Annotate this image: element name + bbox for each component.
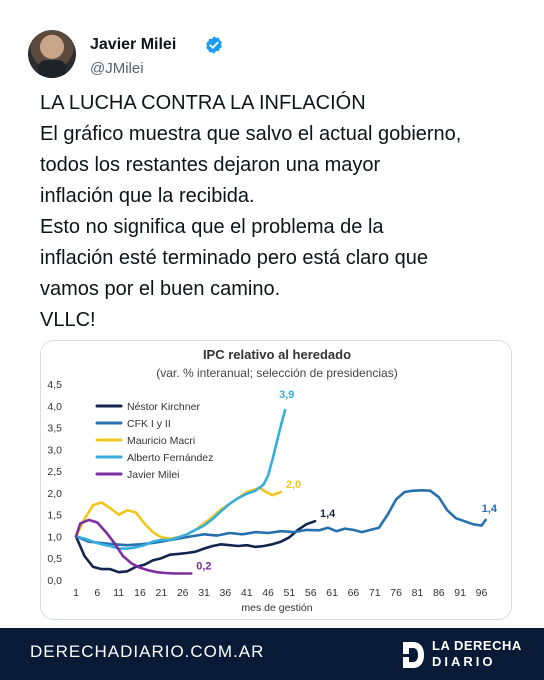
author-name[interactable]: Javier Milei — [90, 36, 177, 53]
legend-label: Mauricio Macri — [127, 435, 195, 447]
x-tick-label: 16 — [134, 587, 146, 599]
x-tick-label: 11 — [113, 587, 124, 599]
inflation-line-chart: IPC relativo al heredado (var. % interanu… — [47, 347, 498, 614]
y-tick-label: 2,5 — [47, 466, 62, 478]
x-tick-label: 26 — [177, 587, 189, 599]
x-axis-label: mes de gestión — [241, 602, 312, 614]
series-line — [74, 519, 317, 574]
x-tick-label: 66 — [348, 587, 360, 599]
x-tick-label: 56 — [305, 587, 317, 599]
brand-d-icon — [400, 642, 424, 668]
series-line — [74, 518, 193, 575]
post-line: todos los restantes dejaron una mayor — [40, 154, 381, 176]
brand-name-top: LA DERECHA — [432, 638, 522, 653]
legend-label: Alberto Fernández — [127, 452, 213, 464]
avatar[interactable] — [28, 30, 76, 78]
x-tick-label: 41 — [241, 587, 253, 599]
x-tick-label: 76 — [390, 587, 402, 599]
y-tick-label: 0,0 — [47, 575, 62, 587]
post-line: LA LUCHA CONTRA LA INFLACIÓN — [40, 92, 366, 114]
x-tick-label: 61 — [326, 587, 338, 599]
series-end-label: 1,4 — [482, 503, 498, 515]
series-line — [74, 489, 487, 547]
y-tick-label: 3,0 — [47, 444, 62, 456]
y-tick-label: 1,0 — [47, 531, 62, 543]
legend-label: Néstor Kirchner — [127, 401, 200, 413]
x-tick-label: 91 — [454, 587, 466, 599]
x-tick-label: 96 — [476, 587, 488, 599]
post-line: inflación que la recibida. — [40, 185, 255, 207]
post-line: Esto no significa que el problema de la — [40, 216, 384, 238]
author-handle[interactable]: @JMilei — [90, 60, 144, 77]
chart-subtitle: (var. % interanual; selección de preside… — [156, 366, 397, 380]
post-line: VLLC! — [40, 309, 96, 331]
footer-site-url[interactable]: DERECHADIARIO.COM.AR — [30, 642, 265, 661]
y-tick-label: 1,5 — [47, 510, 62, 522]
y-tick-label: 4,0 — [47, 401, 62, 413]
series-end-label: 0,2 — [196, 560, 211, 572]
x-tick-label: 86 — [433, 587, 445, 599]
brand-name-bottom: DIARIO — [432, 654, 496, 669]
legend-label: CFK I y II — [127, 418, 171, 430]
series-end-label: 2,0 — [286, 479, 301, 491]
y-tick-label: 2,0 — [47, 488, 62, 500]
x-tick-label: 1 — [73, 587, 79, 599]
y-tick-label: 0,5 — [47, 553, 62, 565]
post-line: inflación esté terminado pero está claro… — [40, 247, 429, 269]
post-header: Javier Milei @JMilei — [28, 30, 508, 80]
x-tick-label: 36 — [220, 587, 232, 599]
x-tick-label: 31 — [198, 587, 210, 599]
x-tick-label: 46 — [262, 587, 274, 599]
series-line — [74, 486, 283, 540]
post-text: LA LUCHA CONTRA LA INFLACIÓN El gráfico … — [40, 88, 530, 336]
series-line — [74, 408, 287, 550]
x-tick-label: 71 — [369, 587, 381, 599]
series-end-label: 3,9 — [279, 389, 294, 401]
post-line: vamos por el buen camino. — [40, 278, 281, 300]
chart-image[interactable]: IPC relativo al heredado (var. % interanu… — [40, 340, 512, 620]
x-tick-label: 81 — [412, 587, 424, 599]
y-tick-label: 4,5 — [47, 379, 62, 391]
x-tick-label: 51 — [284, 587, 296, 599]
chart-title: IPC relativo al heredado — [203, 347, 351, 362]
footer-banner: DERECHADIARIO.COM.AR LA DERECHA DIARIO — [0, 628, 544, 680]
y-tick-label: 3,5 — [47, 423, 62, 435]
series-end-label: 1,4 — [320, 508, 336, 520]
x-tick-label: 6 — [94, 587, 100, 599]
post-line: El gráfico muestra que salvo el actual g… — [40, 123, 462, 145]
verified-badge-icon — [206, 36, 222, 54]
brand-logo: LA DERECHA DIARIO — [400, 638, 530, 672]
x-tick-label: 21 — [156, 587, 168, 599]
legend-label: Javier Milei — [127, 469, 180, 481]
